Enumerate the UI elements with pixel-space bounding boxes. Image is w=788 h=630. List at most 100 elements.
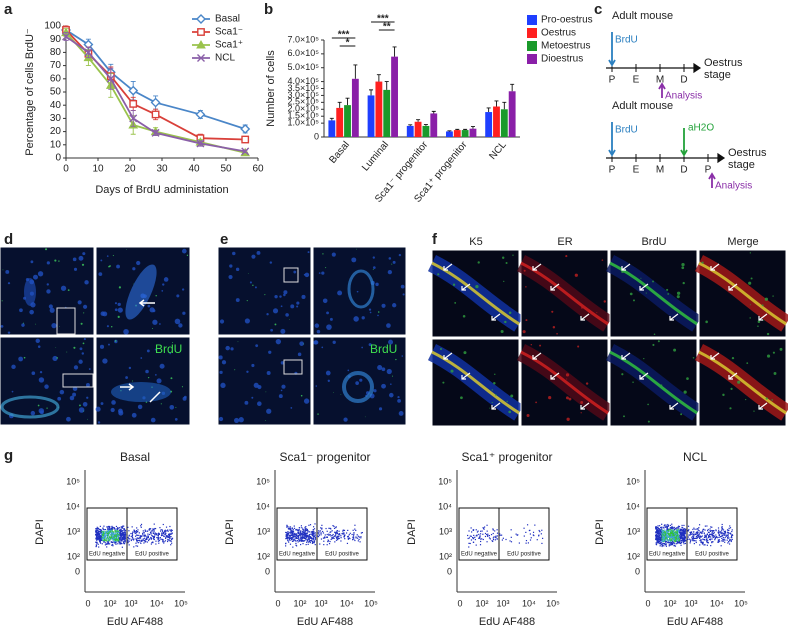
event (320, 527, 322, 529)
speckle (556, 332, 558, 335)
speckle (280, 361, 285, 365)
speckle (307, 251, 310, 254)
event (699, 535, 701, 537)
duct (520, 350, 609, 415)
event (717, 539, 719, 541)
event (124, 537, 127, 539)
speckle (372, 269, 374, 270)
event (108, 541, 110, 543)
inset-box (283, 359, 303, 375)
speckle (161, 289, 164, 292)
event (666, 525, 668, 527)
event (292, 535, 295, 537)
x-tick-label: 10 (92, 164, 104, 175)
arrow (639, 283, 649, 291)
event (134, 531, 137, 533)
timeline-title: Adult mouse (612, 100, 673, 112)
event (148, 539, 150, 542)
event (308, 538, 310, 540)
event (108, 539, 110, 541)
speckle (80, 322, 83, 325)
speckle (337, 290, 343, 296)
speckle (667, 293, 670, 295)
event (335, 536, 337, 538)
error-bar (502, 101, 507, 110)
event (475, 544, 477, 546)
event (718, 539, 720, 541)
y-tick-label: 10⁴ (256, 501, 270, 511)
event (121, 534, 123, 537)
event (168, 535, 170, 537)
events (285, 523, 363, 548)
event (95, 545, 97, 548)
structure (342, 371, 374, 403)
event (150, 528, 152, 530)
event (729, 538, 731, 541)
speckle (81, 263, 85, 266)
speckle (326, 324, 332, 330)
event (290, 538, 293, 540)
event (705, 539, 708, 541)
speckle (31, 371, 36, 375)
analysis-label: Analysis (715, 181, 752, 192)
event (96, 533, 99, 535)
event (518, 542, 520, 544)
event (335, 526, 337, 528)
event (302, 534, 304, 536)
event (166, 540, 169, 543)
speckle (452, 283, 456, 286)
event (663, 536, 665, 538)
event (111, 538, 113, 540)
event (303, 537, 305, 539)
event (309, 540, 311, 542)
event (724, 531, 727, 534)
event (655, 528, 657, 530)
event (115, 543, 117, 545)
speckle (581, 306, 583, 309)
legend-label: Metoestrus (541, 41, 590, 52)
speckle (737, 380, 741, 384)
event (300, 543, 302, 546)
panel-label: b (264, 1, 273, 18)
event (664, 526, 667, 528)
event (540, 533, 542, 535)
event (666, 527, 668, 529)
event (336, 530, 338, 532)
event (121, 539, 123, 541)
legend-label: Sca1⁻ (215, 27, 243, 38)
event (474, 538, 476, 541)
event (347, 535, 349, 537)
event (310, 533, 312, 535)
error-bar (376, 74, 381, 82)
speckle (21, 323, 25, 327)
event (101, 533, 104, 536)
event (107, 528, 109, 531)
event (683, 529, 685, 531)
event (696, 537, 698, 539)
x-tick-label: 10⁴ (150, 598, 164, 608)
arrow (608, 32, 616, 67)
error-bar (369, 89, 374, 96)
event (658, 535, 660, 537)
event (721, 523, 723, 526)
event (116, 535, 119, 537)
event (285, 535, 287, 537)
event (170, 529, 172, 531)
event (731, 534, 734, 536)
event (352, 534, 355, 536)
event (499, 533, 501, 535)
event (114, 528, 116, 530)
y-tick-label: 10³ (439, 526, 452, 536)
event (523, 535, 525, 537)
speckle (574, 273, 578, 277)
speckle (169, 352, 172, 355)
event (666, 526, 669, 528)
event (664, 531, 666, 533)
event (700, 531, 702, 533)
speckle (82, 304, 88, 309)
event (154, 532, 156, 534)
speckle (580, 400, 584, 404)
event (110, 530, 112, 532)
speckle (368, 343, 372, 347)
event (697, 528, 699, 530)
